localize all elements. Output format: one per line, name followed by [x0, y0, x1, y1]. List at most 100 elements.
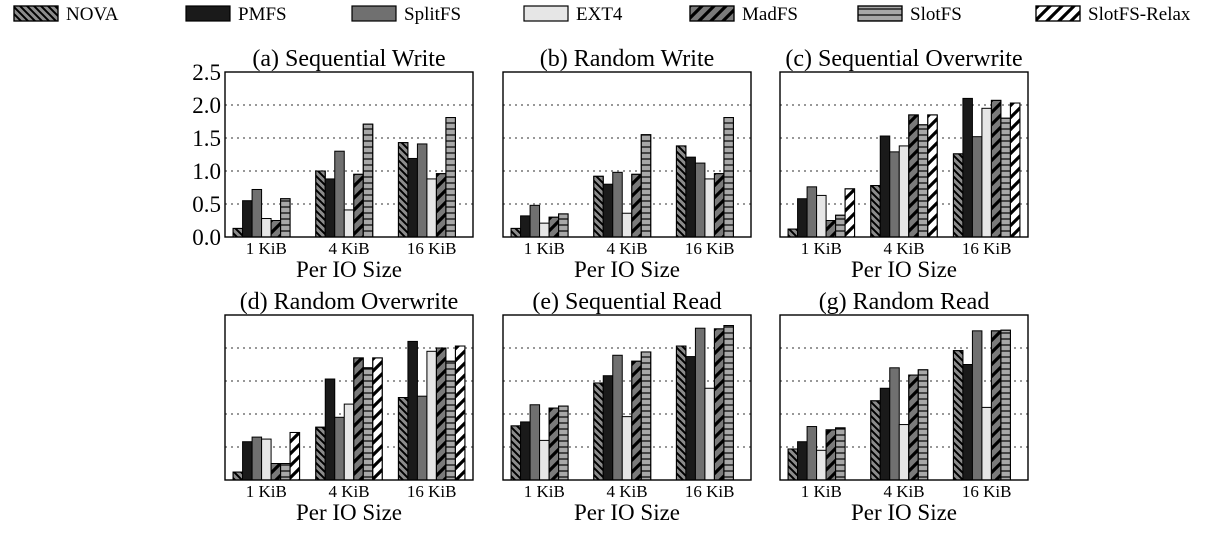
panel-title: (e) Sequential Read [532, 289, 721, 315]
x-tick-label: 4 KiB [328, 239, 369, 258]
panel-title: (b) Random Write [540, 46, 715, 72]
plot-frame [779, 71, 1029, 238]
legend-swatch-ext4 [523, 5, 569, 22]
bar-slotfs-16-kib-hatch [723, 117, 734, 238]
bar-slotfs-1-kib-hatch [835, 427, 846, 481]
bar-slotfs-4-kib-hatch [917, 369, 929, 481]
bar-ext4-16-kib [704, 387, 715, 481]
legend-swatch-splitfs [351, 5, 397, 22]
bar-pmfs-4-kib [879, 387, 891, 481]
bar-ext4-4-kib [343, 209, 355, 238]
panel-d-random-overwrite: 1 KiB 4 KiB 16 KiB Per IO Size (d) Random Ov… [224, 289, 474, 525]
panel-g-random-read: 1 KiB 4 KiB 16 KiB Per IO Size (g) Random Re… [779, 289, 1029, 525]
legend-item-pmfs: PMFS [185, 4, 287, 25]
y-tick-label: 2.5 [192, 60, 221, 85]
bar-nova-16-kib-hatch [952, 153, 964, 238]
x-tick-label: 16 KiB [407, 482, 457, 501]
y-tick-label: 1.5 [192, 126, 221, 151]
x-tick-label: 1 KiB [246, 239, 287, 258]
panel-title: (a) Sequential Write [252, 46, 445, 72]
legend-label-madfs: MadFS [742, 4, 798, 25]
x-tick-label: 1 KiB [801, 239, 842, 258]
bar-splitfs-16-kib [971, 330, 983, 481]
bar-madfs-1-kib-hatch [270, 220, 282, 238]
bar-slotfs-relax-1-kib-hatch [289, 431, 301, 481]
bar-slotfs-relax-16-kib-hatch [454, 345, 466, 481]
legend-item-madfs: MadFS [689, 4, 798, 25]
bar-madfs-4-kib-hatch [631, 360, 642, 481]
bar-ext4-16-kib [704, 178, 715, 238]
bar-madfs-1-kib-hatch [270, 463, 282, 481]
legend-swatch-hatch-madfs [689, 5, 735, 22]
bar-splitfs-16-kib [416, 143, 428, 238]
bar-slotfs-4-kib-hatch [917, 124, 929, 238]
chart-panels: 0.0 0.5 1.0 1.5 2.0 2.5 1 KiB 4 KiB 16 KiB Per IO… [192, 46, 1029, 525]
bar-splitfs-1-kib [806, 186, 818, 238]
x-tick-label: 16 KiB [962, 482, 1012, 501]
y-tick-label: 0.0 [192, 225, 221, 250]
bar-madfs-1-kib-hatch [825, 220, 837, 238]
legend-swatch-hatch-slotfs-relax [1035, 5, 1081, 22]
legend-item-splitfs: SplitFS [351, 4, 461, 25]
bar-madfs-16-kib-hatch [713, 173, 725, 238]
bar-pmfs-16-kib [685, 156, 696, 238]
legend: NOVA PMFS SplitFS EXT4 MadFS SlotFS SlotFS-Rel… [13, 4, 1191, 25]
bar-splitfs-4-kib [889, 367, 900, 481]
plot-frame [502, 71, 752, 238]
bar-nova-1-kib-hatch [232, 227, 244, 238]
x-tick-label: 16 KiB [407, 239, 457, 258]
bar-slotfs-4-kib-hatch [362, 367, 374, 481]
bar-ext4-16-kib [426, 178, 437, 238]
bar-slotfs-relax-16-kib-hatch [1009, 102, 1021, 238]
panel-title: (d) Random Overwrite [240, 289, 459, 315]
bar-pmfs-1-kib [797, 441, 808, 481]
bar-nova-4-kib-hatch [593, 382, 604, 481]
bar-nova-4-kib-hatch [315, 170, 326, 238]
bar-splitfs-16-kib [971, 136, 983, 238]
bar-nova-16-kib-hatch [952, 350, 964, 481]
legend-label-nova: NOVA [66, 4, 119, 25]
bar-ext4-16-kib [981, 107, 992, 238]
bar-nova-1-kib-hatch [232, 471, 244, 481]
bar-pmfs-16-kib [407, 340, 418, 481]
bar-ext4-1-kib [261, 438, 272, 481]
bar-madfs-4-kib-hatch [353, 357, 364, 481]
bar-pmfs-16-kib [962, 97, 973, 238]
bar-madfs-16-kib-hatch [713, 328, 725, 481]
bar-slotfs-16-kib-hatch [1000, 329, 1011, 481]
bar-slotfs-4-kib-hatch [640, 134, 652, 238]
legend-label-slotfs-relax: SlotFS-Relax [1088, 4, 1191, 25]
bar-pmfs-16-kib [407, 157, 418, 238]
plot-frame [779, 314, 1029, 481]
bar-ext4-4-kib [898, 145, 910, 238]
y-tick-label: 1.0 [192, 159, 221, 184]
y-tick-label: 2.0 [192, 93, 221, 118]
bar-slotfs-relax-4-kib-hatch [927, 114, 938, 238]
bar-nova-4-kib-hatch [870, 185, 881, 238]
bar-nova-1-kib-hatch [787, 448, 799, 481]
bar-splitfs-1-kib [806, 426, 818, 481]
legend-swatch-pmfs [185, 5, 231, 22]
bar-madfs-4-kib-hatch [908, 114, 919, 238]
plot-frame [224, 71, 474, 238]
bar-madfs-1-kib-hatch [548, 407, 560, 481]
bar-splitfs-1-kib [529, 204, 541, 238]
bar-ext4-4-kib [898, 424, 910, 481]
bar-pmfs-4-kib [324, 178, 336, 238]
bar-pmfs-1-kib [242, 441, 253, 481]
bar-pmfs-4-kib [879, 135, 891, 238]
bar-pmfs-1-kib [242, 200, 253, 238]
legend-item-nova: NOVA [13, 4, 119, 25]
panel-c-sequential-overwrite: 1 KiB 4 KiB 16 KiB Per IO Size (c) Sequentia… [779, 46, 1029, 282]
legend-label-splitfs: SplitFS [404, 4, 461, 25]
x-tick-label: 16 KiB [685, 239, 735, 258]
bar-splitfs-16-kib [694, 327, 706, 481]
legend-item-slotfs-relax: SlotFS-Relax [1035, 4, 1191, 25]
bar-nova-1-kib-hatch [510, 227, 522, 238]
bar-ext4-16-kib [981, 406, 992, 481]
bar-ext4-4-kib [343, 403, 355, 481]
bar-nova-4-kib-hatch [315, 426, 326, 481]
bar-nova-1-kib-hatch [510, 425, 522, 481]
legend-item-slotfs: SlotFS [857, 4, 962, 25]
